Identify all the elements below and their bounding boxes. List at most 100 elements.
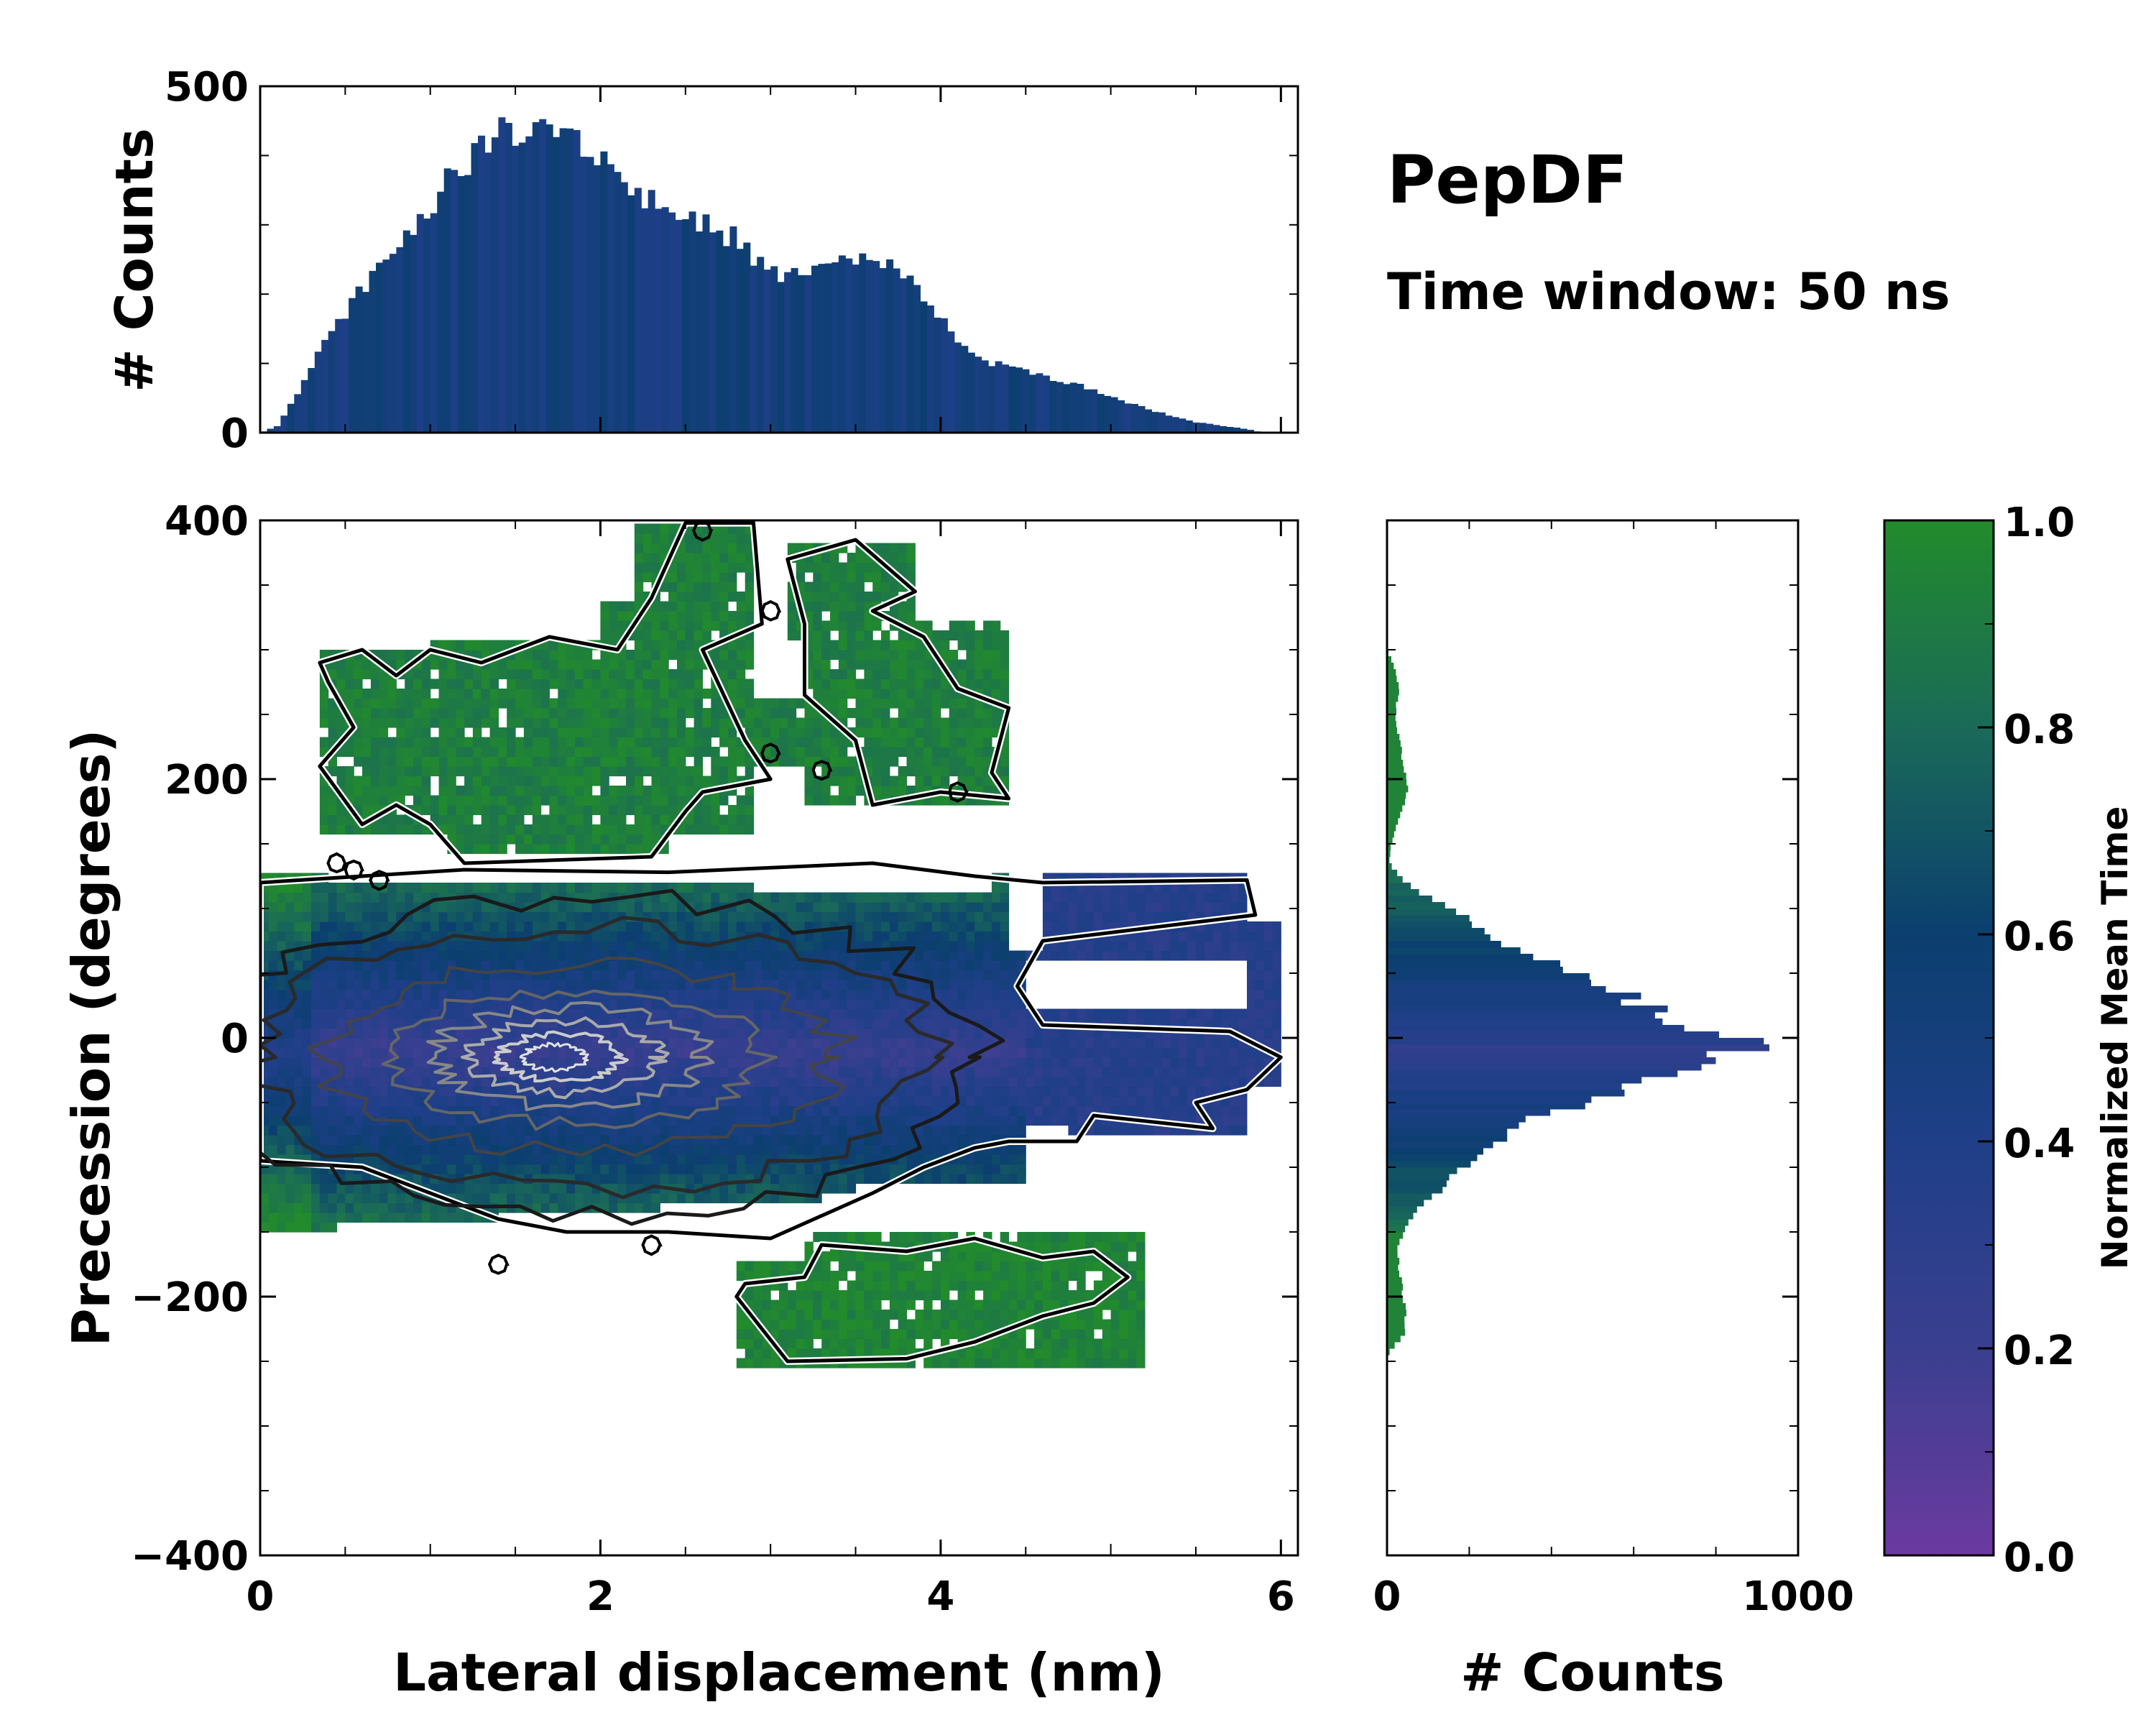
heatmap-cell bbox=[779, 737, 788, 748]
heatmap-cell bbox=[864, 1067, 873, 1077]
heatmap-cell bbox=[413, 717, 423, 728]
heatmap-cell bbox=[489, 824, 499, 835]
heatmap-cell bbox=[303, 1116, 312, 1126]
heatmap-cell bbox=[660, 630, 669, 641]
top-histogram-bar bbox=[614, 172, 622, 433]
heatmap-cell bbox=[906, 553, 916, 564]
heatmap-cell bbox=[523, 698, 533, 709]
heatmap-cell bbox=[753, 999, 763, 1010]
heatmap-cell bbox=[319, 1028, 329, 1039]
heatmap-cell bbox=[949, 1018, 959, 1029]
heatmap-cell bbox=[634, 717, 644, 728]
heatmap-cell bbox=[319, 1222, 329, 1233]
heatmap-cell bbox=[898, 611, 908, 622]
heatmap-cell bbox=[847, 581, 857, 592]
heatmap-cell bbox=[745, 640, 755, 650]
heatmap-cell bbox=[762, 1086, 771, 1097]
heatmap-cell bbox=[830, 1348, 839, 1359]
heatmap-cell bbox=[549, 1125, 558, 1136]
heatmap-cell bbox=[456, 941, 465, 952]
top-histogram-bar bbox=[471, 143, 479, 433]
heatmap-cell bbox=[915, 1154, 924, 1165]
heatmap-cell bbox=[966, 1105, 975, 1116]
heatmap-cell bbox=[787, 980, 797, 990]
heatmap-cell bbox=[787, 1028, 797, 1039]
heatmap-cell bbox=[762, 1144, 771, 1155]
heatmap-cell bbox=[898, 1125, 908, 1136]
heatmap-cell bbox=[898, 980, 908, 990]
heatmap-cell bbox=[617, 921, 627, 932]
heatmap-cell bbox=[736, 892, 746, 903]
heatmap-cell bbox=[362, 1183, 372, 1194]
heatmap-cell bbox=[940, 1086, 950, 1097]
heatmap-cell bbox=[583, 727, 593, 738]
heatmap-cell bbox=[566, 786, 576, 796]
heatmap-cell bbox=[319, 1193, 329, 1204]
heatmap-cell bbox=[949, 980, 959, 990]
heatmap-cell bbox=[311, 1018, 321, 1029]
heatmap-cell bbox=[719, 989, 729, 1000]
heatmap-cell bbox=[430, 1164, 440, 1174]
heatmap-cell bbox=[753, 717, 763, 728]
heatmap-cell bbox=[464, 1125, 474, 1136]
heatmap-cell bbox=[464, 678, 474, 689]
heatmap-cell bbox=[898, 708, 908, 719]
heatmap-cell bbox=[303, 950, 312, 961]
heatmap-cell bbox=[558, 1125, 567, 1136]
heatmap-cell bbox=[354, 902, 363, 913]
heatmap-cell bbox=[813, 678, 822, 689]
heatmap-cell bbox=[685, 1125, 695, 1136]
heatmap-cell bbox=[702, 1193, 711, 1204]
heatmap-cell bbox=[915, 1271, 924, 1282]
heatmap-cell bbox=[464, 708, 474, 719]
heatmap-cell bbox=[311, 1086, 321, 1097]
heatmap-cell bbox=[609, 708, 618, 719]
heatmap-cell bbox=[540, 756, 550, 767]
heatmap-cell bbox=[753, 1086, 763, 1097]
heatmap-cell bbox=[379, 1086, 389, 1097]
heatmap-cell bbox=[779, 1096, 788, 1107]
heatmap-cell bbox=[923, 1144, 933, 1155]
heatmap-cell bbox=[685, 824, 695, 835]
heatmap-cell bbox=[677, 678, 686, 689]
top-histogram-bar bbox=[553, 137, 561, 433]
heatmap-cell bbox=[864, 708, 873, 719]
heatmap-cell bbox=[481, 824, 491, 835]
heatmap-cell bbox=[574, 766, 584, 777]
heatmap-cell bbox=[770, 921, 780, 932]
heatmap-cell bbox=[804, 1310, 814, 1320]
heatmap-cell bbox=[932, 1096, 941, 1107]
heatmap-cell bbox=[855, 601, 865, 612]
top-histogram-bar bbox=[580, 157, 587, 433]
heatmap-cell bbox=[915, 1077, 924, 1087]
heatmap-cell bbox=[702, 1086, 711, 1097]
heatmap-cell bbox=[507, 698, 516, 709]
heatmap-cell bbox=[277, 1174, 287, 1184]
heatmap-cell bbox=[634, 970, 644, 980]
heatmap-cell bbox=[438, 989, 448, 1000]
heatmap-cell bbox=[379, 980, 389, 990]
heatmap-cell bbox=[574, 1038, 584, 1049]
heatmap-cell bbox=[889, 1116, 899, 1126]
heatmap-cell bbox=[285, 1213, 295, 1223]
heatmap-cell bbox=[949, 902, 959, 913]
heatmap-cell bbox=[523, 1154, 533, 1165]
heatmap-cell bbox=[906, 902, 916, 913]
top-histogram-bar bbox=[634, 188, 642, 433]
heatmap-cell bbox=[889, 1096, 899, 1107]
heatmap-cell bbox=[855, 941, 865, 952]
heatmap-cell bbox=[387, 747, 397, 758]
heatmap-cell bbox=[830, 1232, 839, 1243]
heatmap-cell bbox=[668, 572, 678, 583]
heatmap-cell bbox=[660, 911, 669, 922]
heatmap-cell bbox=[923, 1077, 933, 1087]
heatmap-cell bbox=[821, 1183, 831, 1194]
heatmap-cell bbox=[362, 689, 372, 699]
heatmap-cell bbox=[779, 1329, 788, 1340]
heatmap-cell bbox=[932, 776, 941, 786]
heatmap-cell bbox=[285, 911, 295, 922]
heatmap-cell bbox=[328, 1183, 338, 1194]
heatmap-cell bbox=[694, 581, 703, 592]
heatmap-cell bbox=[626, 805, 635, 816]
heatmap-cell bbox=[787, 999, 797, 1010]
